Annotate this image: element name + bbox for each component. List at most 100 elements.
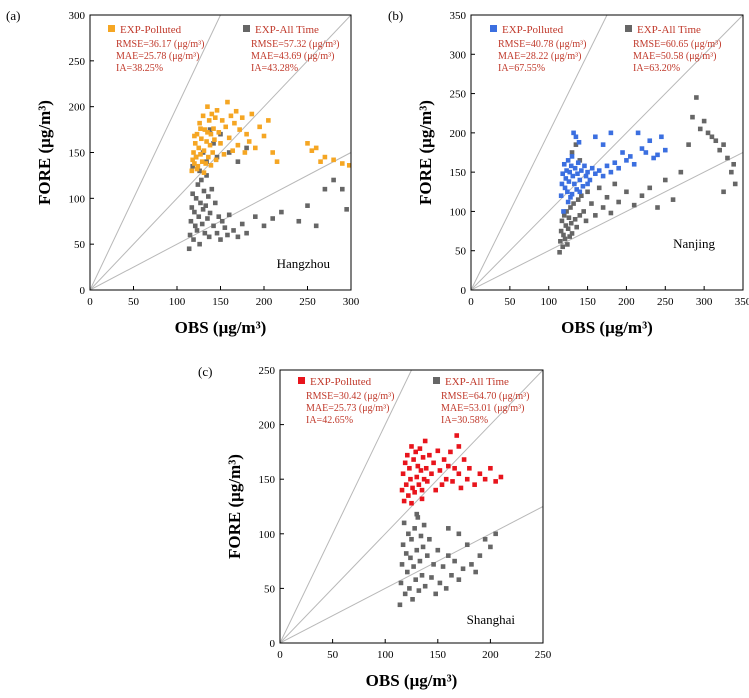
point-all-time-13 [411, 564, 416, 569]
point-all-time-33 [225, 232, 230, 238]
reference-lines [280, 370, 543, 643]
x-tick-label: 250 [535, 649, 552, 661]
point-polluted-38 [230, 148, 235, 153]
x-tick-label: 200 [618, 296, 635, 308]
point-polluted-2 [191, 150, 196, 155]
point-all-time-6 [192, 209, 197, 215]
point-all-time-14 [412, 526, 417, 531]
panel-label: (c) [198, 364, 212, 379]
point-polluted-40 [624, 158, 629, 163]
x-tick-label: 50 [128, 296, 140, 308]
point-polluted-53 [274, 159, 280, 164]
point-all-time-56 [211, 141, 216, 146]
point-all-time-47 [705, 130, 711, 136]
point-all-time-3 [400, 542, 406, 548]
point-all-time-12 [410, 597, 415, 602]
point-all-time-18 [416, 588, 422, 593]
point-all-time-23 [581, 209, 586, 214]
plot-frame [470, 14, 744, 291]
reference-line-1:2 [90, 15, 221, 290]
point-polluted-48 [493, 479, 498, 484]
y-tick-label: 0 [461, 285, 467, 297]
point-polluted-53 [577, 189, 583, 195]
legend-stat-line: RMSE=57.32 (μg/m³) [251, 39, 339, 50]
point-all-time-27 [212, 200, 218, 206]
point-all-time-18 [572, 216, 578, 222]
point-polluted-31 [218, 141, 223, 146]
point-all-time-6 [403, 551, 409, 556]
point-polluted-7 [407, 465, 412, 471]
x-tick-label: 100 [169, 296, 186, 308]
point-polluted-5 [404, 452, 410, 458]
point-all-time-56 [721, 189, 726, 195]
point-polluted-46 [482, 476, 488, 482]
legend-stat-line: MAE=25.78 (μg/m³) [116, 51, 199, 62]
point-all-time-37 [647, 185, 653, 191]
point-all-time-35 [449, 572, 454, 578]
x-tick-label: 100 [377, 649, 394, 661]
y-tick-label: 50 [264, 583, 276, 595]
point-all-time-24 [207, 210, 213, 216]
point-polluted-24 [577, 177, 583, 183]
point-all-time-28 [431, 562, 436, 567]
x-tick-label: 250 [299, 296, 316, 308]
point-all-time-45 [313, 223, 319, 229]
point-all-time-20 [418, 533, 424, 539]
point-polluted-16 [416, 482, 422, 487]
legend-series-name: EXP-Polluted [502, 24, 564, 36]
point-polluted-10 [410, 485, 415, 491]
point-polluted-22 [422, 438, 428, 444]
point-all-time-24 [422, 583, 428, 589]
panel-label: (a) [6, 8, 20, 23]
point-polluted-24 [424, 479, 430, 484]
point-polluted-34 [600, 173, 606, 179]
legend-stat-line: IA=67.55% [498, 63, 545, 74]
point-all-time-21 [419, 572, 425, 578]
point-polluted-5 [562, 185, 568, 191]
legend-marker-polluted [298, 377, 305, 384]
point-all-time-59 [577, 158, 583, 163]
point-polluted-23 [576, 139, 582, 145]
point-all-time-43 [690, 114, 695, 120]
y-tick-label: 150 [450, 167, 467, 179]
point-polluted-10 [198, 152, 203, 157]
point-all-time-26 [427, 536, 432, 542]
point-polluted-50 [456, 444, 462, 449]
point-all-time-44 [488, 544, 493, 550]
point-polluted-28 [213, 157, 219, 163]
point-all-time-39 [464, 542, 470, 548]
point-all-time-47 [446, 526, 451, 531]
point-polluted-20 [574, 187, 579, 192]
point-polluted-20 [206, 118, 212, 123]
point-all-time-41 [473, 569, 478, 575]
point-all-time-7 [404, 569, 410, 575]
point-polluted-52 [419, 496, 425, 502]
point-polluted-61 [309, 148, 315, 153]
point-polluted-31 [589, 165, 595, 171]
legend-stat-line: MAE=53.01 (μg/m³) [441, 403, 524, 414]
point-polluted-18 [205, 104, 210, 109]
point-polluted-29 [214, 108, 220, 113]
y-tick-label: 50 [74, 239, 86, 251]
point-polluted-2 [560, 171, 566, 177]
point-polluted-17 [204, 139, 209, 144]
legend-stat-line: MAE=50.58 (μg/m³) [633, 51, 716, 62]
point-all-time-37 [239, 221, 245, 227]
point-all-time-32 [440, 564, 446, 569]
point-polluted-33 [443, 476, 449, 482]
y-tick-label: 100 [69, 193, 86, 205]
point-polluted-12 [199, 159, 205, 164]
x-tick-label: 200 [482, 649, 499, 661]
point-all-time-21 [577, 213, 583, 218]
point-all-time-5 [191, 237, 196, 242]
point-all-time-12 [566, 215, 572, 221]
point-polluted-8 [196, 145, 202, 151]
point-polluted-52 [569, 191, 575, 197]
x-tick-label: 300 [696, 296, 713, 308]
reference-line-2:1 [280, 506, 543, 643]
point-all-time-22 [206, 194, 211, 199]
legend-series-name: EXP-All Time [255, 24, 319, 36]
point-all-time-52 [197, 168, 202, 174]
point-polluted-41 [235, 142, 241, 148]
point-polluted-46 [647, 138, 653, 144]
